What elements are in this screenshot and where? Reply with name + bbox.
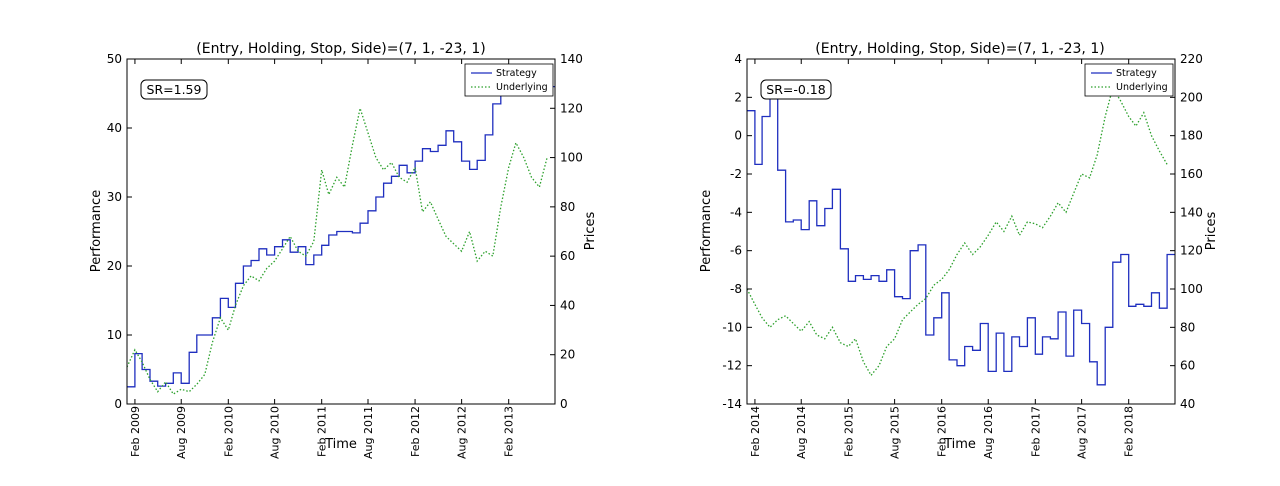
chart-right-ytick-label: -8 [730, 282, 742, 296]
chart-right-xtick-label: Feb 2016 [936, 406, 949, 457]
chart-right-ytick-label: 4 [734, 52, 742, 66]
chart-left-series-strategy [127, 85, 555, 388]
chart-left-plot-area: 0 10 20 30 40 50 0 20 40 60 80 100 120 140 Feb 2009 Aug… [107, 52, 583, 459]
chart-right-frame [746, 58, 1176, 405]
chart-right-plot-area: -14 -12 -10 -8 -6 -4 -2 0 2 4 40 60 80 100 120 140 160 18… [722, 52, 1203, 459]
chart-right-y2tick-label: 160 [1180, 167, 1203, 181]
chart-right-legend-strategy: Strategy [1116, 68, 1157, 79]
chart-right-ytick-label: -4 [730, 205, 742, 219]
chart-left-legend: Strategy Underlying [464, 63, 554, 97]
chart-right-ytick-label: 2 [734, 90, 742, 104]
chart-right-sr-badge: SR=-0.18 [760, 79, 832, 100]
chart-right-ytick-label: 0 [734, 129, 742, 143]
chart-right-xtick-label: Aug 2015 [889, 406, 902, 459]
chart-left-y2tick-label: 40 [560, 298, 575, 312]
chart-right-ytick-label: -12 [722, 359, 742, 373]
chart-left-y2tick-label: 120 [560, 101, 583, 115]
chart-left-xtick-label: Aug 2010 [269, 406, 282, 459]
chart-left-xtick-label: Aug 2011 [362, 406, 375, 459]
chart-right-series-underlying [747, 86, 1168, 377]
chart-right-sr-text: SR=-0.18 [766, 82, 825, 97]
chart-right-y2tick-label: 60 [1180, 359, 1195, 373]
chart-left-xtick-label: Feb 2011 [316, 406, 329, 457]
chart-left-sr-badge: SR=1.59 [140, 79, 208, 100]
chart-left-xtick-label: Feb 2009 [129, 406, 142, 457]
chart-right-y2tick-label: 140 [1180, 205, 1203, 219]
chart-right-xtick-label: Aug 2017 [1076, 406, 1089, 459]
chart-right-y2tick-label: 40 [1180, 397, 1195, 411]
chart-right-y2tick-label: 220 [1180, 52, 1203, 66]
chart-left-y2tick-label: 80 [560, 200, 575, 214]
chart-right-title: (Entry, Holding, Stop, Side)=(7, 1, -23,… [815, 41, 1104, 57]
chart-right-xtick-label: Feb 2017 [1029, 406, 1042, 457]
chart-left-y2tick-label: 20 [560, 348, 575, 362]
chart-right-y2label: Prices [1204, 212, 1219, 251]
chart-right-xtick-label: Aug 2016 [982, 406, 995, 459]
chart-left-y2tick-label: 140 [560, 52, 583, 66]
chart-left-frame [126, 58, 556, 405]
chart-left-ytick-label: 40 [107, 121, 122, 135]
chart-left-y2tick-label: 100 [560, 151, 583, 165]
chart-right-series-strategy [747, 96, 1175, 386]
chart-right-ytick-label: -14 [722, 397, 742, 411]
chart-right: (Entry, Holding, Stop, Side)=(7, 1, -23,… [699, 41, 1219, 459]
chart-right-xtick-label: Feb 2018 [1123, 406, 1136, 457]
chart-right-ytick-label: -2 [730, 167, 742, 181]
chart-left-y2label: Prices [583, 212, 598, 251]
chart-left-xtick-label: Aug 2009 [175, 406, 188, 459]
chart-left-xtick-label: Feb 2010 [222, 406, 235, 457]
chart-right-y2tick-label: 180 [1180, 129, 1203, 143]
chart-right-ytick-label: -10 [722, 320, 742, 334]
chart-left-legend-strategy: Strategy [496, 68, 537, 79]
chart-left-legend-underlying: Underlying [496, 82, 548, 93]
chart-right-xtick-label: Aug 2014 [795, 406, 808, 459]
chart-right-ylabel: Performance [699, 190, 714, 272]
chart-left-ytick-label: 0 [114, 397, 122, 411]
chart-left-xtick-label: Aug 2012 [456, 406, 469, 459]
chart-left-ytick-label: 50 [107, 52, 122, 66]
chart-right-xlabel: Time [943, 437, 976, 452]
chart-left-xlabel: Time [324, 437, 357, 452]
chart-right-y2tick-label: 100 [1180, 282, 1203, 296]
chart-left: (Entry, Holding, Stop, Side)=(7, 1, -23,… [89, 41, 598, 459]
chart-right-ytick-label: -6 [730, 244, 742, 258]
chart-left-xtick-label: Feb 2013 [503, 406, 516, 457]
chart-right-y2tick-label: 200 [1180, 90, 1203, 104]
chart-left-y2tick-label: 0 [560, 397, 568, 411]
chart-right-xtick-label: Feb 2015 [842, 406, 855, 457]
chart-left-y2tick-label: 60 [560, 249, 575, 263]
chart-right-y2tick-label: 80 [1180, 320, 1195, 334]
chart-right-y2tick-label: 120 [1180, 244, 1203, 258]
chart-right-legend: Strategy Underlying [1084, 63, 1174, 97]
chart-left-xtick-label: Feb 2012 [409, 406, 422, 457]
chart-right-xtick-label: Feb 2014 [749, 406, 762, 457]
chart-right-legend-underlying: Underlying [1116, 82, 1168, 93]
chart-left-ytick-label: 10 [107, 328, 122, 342]
chart-left-series-underlying [127, 105, 548, 395]
chart-left-ylabel: Performance [89, 190, 104, 272]
chart-left-title: (Entry, Holding, Stop, Side)=(7, 1, -23,… [196, 41, 485, 57]
chart-left-sr-text: SR=1.59 [147, 82, 202, 97]
chart-left-ytick-label: 30 [107, 190, 122, 204]
chart-left-ytick-label: 20 [107, 259, 122, 273]
